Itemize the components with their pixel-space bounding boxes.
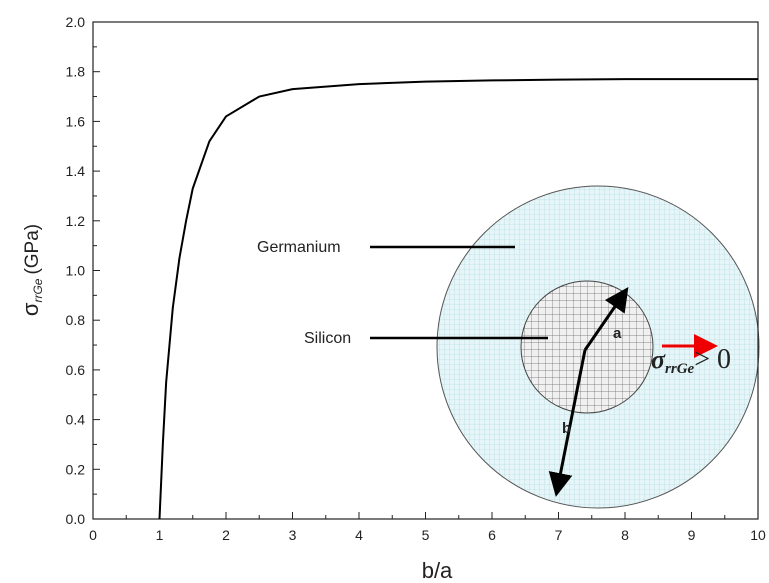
x-tick-label: 7 [555,527,563,543]
y-tick-label: 1.4 [66,163,86,179]
x-tick-label: 5 [422,527,430,543]
stress-symbol: σ [651,345,666,374]
y-tick-label: 0.0 [66,511,86,527]
y-tick-label: 1.8 [66,64,86,80]
x-tick-label: 3 [289,527,297,543]
x-tick-label: 0 [89,527,97,543]
chart: Germanium Silicon a b σrrGe> 0 b/a σrrGe… [0,0,769,583]
silicon-label: Silicon [304,330,351,347]
y-tick-label: 1.2 [66,213,86,229]
stress-relation: > 0 [694,344,731,375]
y-tick-label: 1.0 [66,263,86,279]
y-tick-label: 0.2 [66,461,86,477]
stress-subscript: rrGe [665,361,695,377]
x-tick-label: 1 [156,527,164,543]
y-tick-label: 0.8 [66,312,86,328]
x-tick-label: 8 [621,527,629,543]
x-tick-label: 10 [750,527,766,543]
y-tick-label: 2.0 [66,14,86,30]
x-tick-label: 2 [222,527,230,543]
y-tick-label: 0.6 [66,362,86,378]
y-tick-label: 0.4 [66,412,86,428]
x-tick-label: 6 [488,527,496,543]
y-axis-label: σrrGe (GPa) [18,224,45,316]
inset-diagram: Germanium Silicon a b σrrGe> 0 [257,186,759,508]
y-label-symbol: σ [18,302,43,316]
y-tick-label: 1.6 [66,113,86,129]
x-tick-label: 9 [688,527,696,543]
germanium-label: Germanium [257,239,341,256]
x-tick-label: 4 [355,527,363,543]
b-label: b [562,420,571,437]
y-label-subscript: rrGe [31,278,45,302]
a-label: a [613,325,622,342]
x-axis-label: b/a [422,558,453,583]
y-label-unit: (GPa) [22,224,43,275]
